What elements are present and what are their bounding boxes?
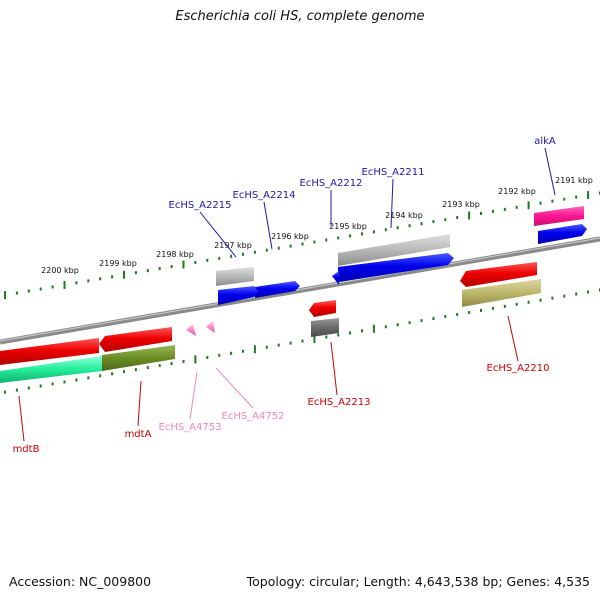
gene-label-EcHS_A4753: EcHS_A4753 [159, 422, 222, 433]
leader-EcHS_A2215 [199, 211, 237, 258]
gene-label-EcHS_A2214: EcHS_A2214 [233, 190, 296, 201]
leader-EcHS_A2211 [390, 178, 394, 229]
gene-label-EcHS_A2210: EcHS_A2210 [487, 363, 550, 374]
ruler-label: 2193 kbp [442, 200, 480, 209]
gene-label-EcHS_A4752: EcHS_A4752 [222, 411, 285, 422]
gene-alkA-shape [534, 206, 587, 244]
leader-alkA [544, 147, 556, 196]
leader-EcHS_A2213 [330, 341, 338, 396]
gene-label-mdtB: mdtB [13, 444, 40, 455]
backbone-line [0, 236, 600, 345]
ruler-label: 2194 kbp [385, 211, 423, 220]
ruler-label: 2200 kbp [41, 266, 79, 275]
leader-mdtB [18, 395, 25, 442]
gene-label-EcHS_A2212: EcHS_A2212 [300, 178, 363, 189]
ruler-label: 2199 kbp [99, 259, 137, 268]
ruler-ticks-lower [4, 288, 600, 394]
ruler-label: 2198 kbp [156, 250, 194, 259]
gene-label-EcHS_A2215: EcHS_A2215 [169, 200, 232, 211]
gene-label-EcHS_A2213: EcHS_A2213 [308, 397, 371, 408]
gene-label-mdtA: mdtA [125, 429, 152, 440]
gene-EcHS_A2214-shape [255, 281, 300, 298]
gene-EcHS_A2213-shape [309, 300, 339, 337]
ruler-ticks-upper [4, 191, 600, 300]
gene-labels: alkAEcHS_A2211EcHS_A2212EcHS_A2214EcHS_A… [13, 136, 556, 455]
gene-EcHS_A2210-shape [460, 262, 541, 307]
leader-EcHS_A2214 [263, 201, 273, 250]
gene-EcHS_A2212-shape [332, 253, 454, 285]
forward-grey-bar [338, 234, 450, 266]
gene-EcHS_A4753-shape [186, 324, 196, 336]
ruler-labels: 2200 kbp 2199 kbp 2198 kbp 2197 kbp 2196 kbp… [41, 176, 593, 275]
map-title: Escherichia coli HS, complete genome [175, 9, 425, 24]
ruler-label: 2197 kbp [214, 241, 252, 250]
gene-EcHS_A4752-shape [206, 321, 215, 333]
ruler-label: 2196 kbp [271, 232, 309, 241]
backbone-highlight [0, 237, 600, 342]
genome-summary: Topology: circular; Length: 4,643,538 bp… [246, 574, 590, 589]
leader-EcHS_A4752 [215, 367, 254, 409]
leader-mdtA [137, 380, 142, 427]
ruler-label: 2195 kbp [329, 222, 367, 231]
gene-mdtB-shape [0, 338, 102, 383]
gene-label-EcHS_A2211: EcHS_A2211 [362, 167, 425, 178]
gene-mdtA-shape [99, 327, 175, 371]
label-leader-lines [18, 147, 556, 442]
leader-EcHS_A4753 [189, 371, 198, 420]
accession-label: Accession: NC_009800 [9, 574, 152, 589]
leader-EcHS_A2210 [507, 315, 519, 362]
gene-label-alkA: alkA [534, 136, 556, 147]
ruler-label: 2192 kbp [498, 187, 536, 196]
ruler-label: 2191 kbp [555, 176, 593, 185]
gene-EcHS_A2215-shape [216, 267, 258, 305]
